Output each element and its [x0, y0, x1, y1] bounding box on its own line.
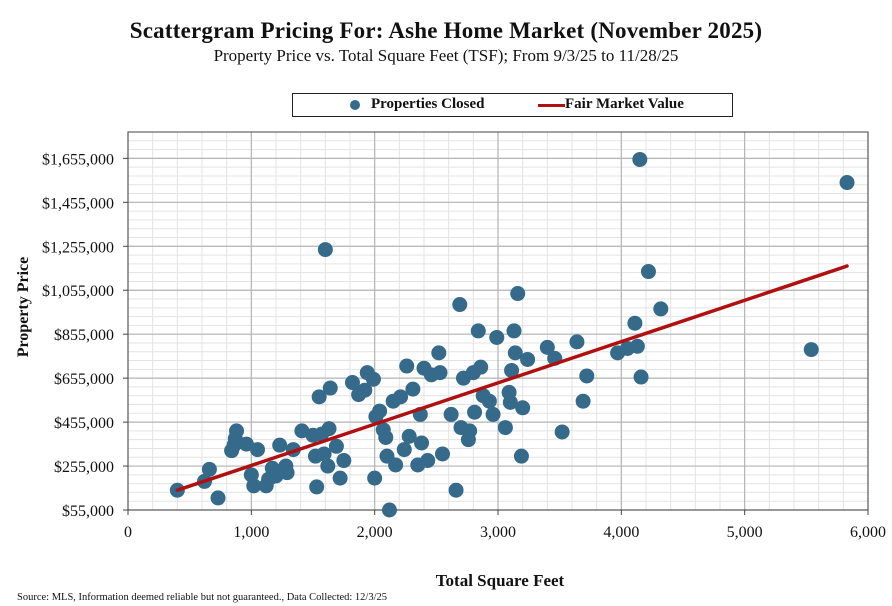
data-point: [393, 389, 409, 405]
y-axis-title: Property Price: [15, 256, 32, 358]
data-point: [640, 264, 656, 280]
data-point: [311, 389, 327, 405]
chart-legend: Properties Closed Fair Market Value: [292, 93, 733, 117]
data-point: [322, 380, 338, 396]
data-point: [653, 301, 669, 317]
y-tick-label: $1,655,000: [42, 151, 114, 168]
data-point: [405, 381, 421, 397]
data-point: [250, 442, 265, 458]
chart-title: Scattergram Pricing For: Ashe Home Marke…: [129, 18, 763, 43]
data-point: [506, 323, 522, 339]
data-point: [328, 438, 344, 454]
data-point: [470, 323, 486, 339]
data-point: [321, 421, 337, 437]
y-tick-label: $1,255,000: [42, 239, 114, 256]
data-point: [504, 362, 520, 378]
data-point: [365, 371, 381, 387]
data-point: [803, 342, 819, 358]
data-point: [554, 424, 570, 440]
data-point: [332, 470, 348, 486]
x-tick-label: 1,000: [233, 524, 269, 541]
y-tick-label: $55,000: [62, 503, 114, 520]
data-point: [238, 436, 254, 452]
data-point: [513, 448, 529, 464]
data-point: [539, 339, 555, 355]
data-point: [575, 393, 591, 409]
data-point: [489, 329, 505, 345]
source-note: Source: MLS, Information deemed reliable…: [17, 592, 388, 603]
data-point: [309, 479, 325, 495]
data-point: [372, 403, 388, 419]
y-tick-label: $255,000: [54, 459, 114, 476]
data-point: [320, 458, 336, 474]
data-point: [414, 435, 430, 451]
y-tick-label: $1,055,000: [42, 283, 114, 300]
data-point: [357, 382, 373, 398]
data-point: [497, 420, 513, 436]
data-point: [279, 465, 295, 481]
y-tick-label: $855,000: [54, 327, 114, 344]
x-tick-label: 5,000: [727, 524, 763, 541]
data-point: [579, 368, 595, 384]
data-point: [201, 461, 217, 477]
data-point: [210, 490, 226, 506]
data-point: [367, 470, 383, 486]
fair-market-value-line: [175, 264, 849, 492]
data-point: [467, 404, 483, 420]
y-tick-label: $455,000: [54, 415, 114, 432]
data-point: [569, 334, 585, 350]
x-tick-label: 4,000: [603, 524, 639, 541]
y-axis-title-wrap: Property Price: [8, 250, 32, 370]
x-tick-label: 3,000: [480, 524, 516, 541]
data-point: [344, 375, 360, 391]
data-point: [448, 482, 464, 498]
data-point: [520, 351, 536, 367]
legend-marker-properties-closed: [350, 100, 360, 110]
data-point: [317, 242, 333, 258]
data-point: [420, 453, 436, 469]
x-tick-label: 2,000: [357, 524, 393, 541]
data-point: [401, 428, 417, 444]
data-point: [629, 338, 645, 354]
data-point: [502, 394, 518, 410]
chart-subtitle: Property Price vs. Total Square Feet (TS…: [213, 46, 679, 65]
data-point: [443, 406, 459, 422]
data-point: [507, 345, 523, 361]
data-point: [485, 406, 501, 422]
x-tick-label: 6,000: [850, 524, 886, 541]
data-point: [633, 369, 649, 385]
data-point: [378, 429, 394, 445]
data-point: [381, 502, 397, 518]
data-point: [316, 446, 332, 462]
legend-marker-fair-market-value: [538, 104, 565, 107]
data-point: [452, 297, 468, 313]
data-point: [246, 478, 262, 494]
data-point: [399, 358, 415, 374]
y-tick-label: $1,455,000: [42, 195, 114, 212]
data-point: [336, 453, 352, 469]
data-point: [632, 151, 648, 167]
data-point: [473, 359, 489, 375]
legend-label-fair-market-value: Fair Market Value: [565, 96, 684, 112]
data-point: [627, 315, 643, 331]
data-point: [388, 457, 404, 473]
data-point: [272, 437, 288, 453]
data-point: [510, 286, 526, 302]
data-point: [481, 393, 497, 409]
data-point: [435, 446, 450, 462]
data-point: [839, 175, 855, 191]
x-axis-title: Total Square Feet: [435, 571, 565, 590]
legend-label-properties-closed: Properties Closed: [371, 96, 485, 112]
y-tick-label: $655,000: [54, 371, 114, 388]
data-point: [515, 400, 531, 416]
data-point: [431, 345, 447, 361]
data-point: [229, 423, 245, 439]
data-point: [396, 442, 412, 458]
data-point: [432, 365, 448, 381]
x-tick-label: 0: [124, 524, 132, 541]
data-point: [462, 423, 478, 439]
